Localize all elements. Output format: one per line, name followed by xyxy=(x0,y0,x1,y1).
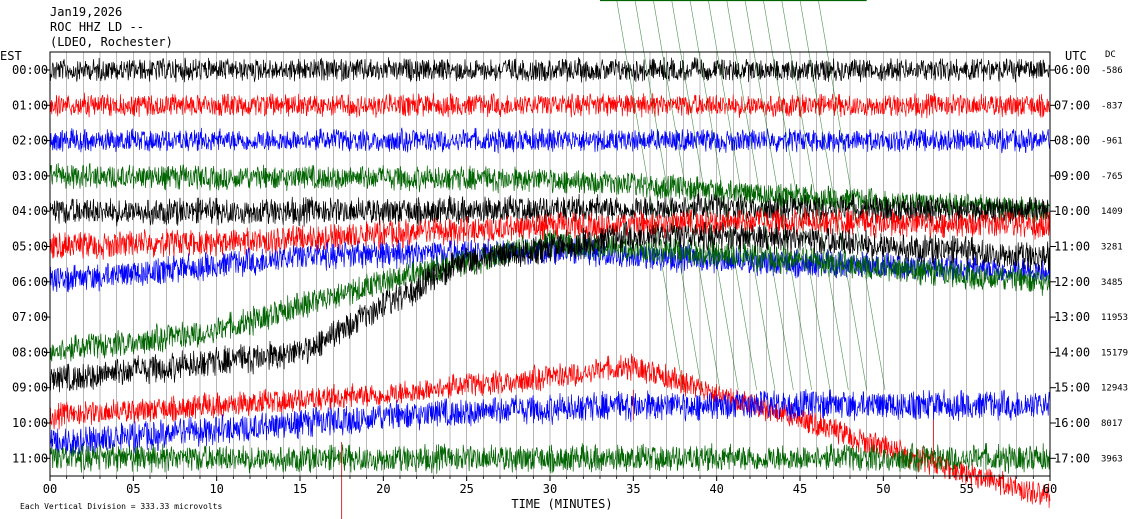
x-tick-label: 50 xyxy=(876,482,890,496)
utc-hour-label: 11:00 xyxy=(1054,240,1090,254)
seismic-traces xyxy=(49,0,1051,519)
est-hour-label: 04:00 xyxy=(12,204,48,218)
dc-offset-label: -765 xyxy=(1101,172,1123,182)
date-label: Jan19,2026 xyxy=(50,5,123,19)
utc-hour-label: 06:00 xyxy=(1054,63,1090,77)
x-tick-label: 20 xyxy=(376,482,390,496)
utc-hour-label: 15:00 xyxy=(1054,381,1090,395)
x-tick-label: 05 xyxy=(126,482,140,496)
utc-hour-label: 13:00 xyxy=(1054,310,1090,324)
utc-hour-label: 08:00 xyxy=(1054,134,1090,148)
utc-hour-label: 16:00 xyxy=(1054,416,1090,430)
x-tick-label: 25 xyxy=(459,482,473,496)
dc-offset-label: -961 xyxy=(1101,137,1123,147)
est-hour-label: 05:00 xyxy=(12,240,48,254)
trace-1100 xyxy=(49,442,1051,474)
dc-offset-label: 1409 xyxy=(1101,207,1123,217)
est-hour-label: 06:00 xyxy=(12,275,48,289)
utc-axis-title: UTC xyxy=(1065,49,1087,63)
x-axis-title: TIME (MINUTES) xyxy=(511,497,612,511)
est-axis-title: EST xyxy=(0,49,22,63)
est-hour-label: 07:00 xyxy=(12,310,48,324)
x-tick-label: 60 xyxy=(1043,482,1057,496)
labels: 00:00 06:00 -586 01:00 07:00 -837 02:00 08:00 -9… xyxy=(0,49,1128,511)
trace-0200 xyxy=(49,127,1051,154)
pen-return-diagonal xyxy=(708,0,776,391)
trace-1000 xyxy=(49,389,1051,458)
dc-axis-title: DC xyxy=(1105,50,1116,60)
x-tick-label: 40 xyxy=(709,482,723,496)
pen-return-diagonal xyxy=(763,0,831,391)
dc-offset-label: 3963 xyxy=(1101,454,1123,464)
dc-offset-label: 11953 xyxy=(1101,313,1128,323)
dc-offset-label: 8017 xyxy=(1101,419,1123,429)
x-tick-label: 30 xyxy=(543,482,557,496)
trace-0800 xyxy=(49,221,1051,393)
location-label: (LDEO, Rochester) xyxy=(50,35,173,49)
pen-return-diagonal xyxy=(634,0,702,391)
pen-return-diagonal xyxy=(799,0,867,391)
dc-offset-label: -837 xyxy=(1101,101,1123,111)
trace-0300 xyxy=(49,163,1051,224)
est-hour-label: 02:00 xyxy=(12,134,48,148)
dc-offset-label: 3485 xyxy=(1101,278,1123,288)
est-hour-label: 11:00 xyxy=(12,451,48,465)
est-hour-label: 01:00 xyxy=(12,98,48,112)
pen-return-diagonal xyxy=(744,0,812,391)
est-hour-label: 10:00 xyxy=(12,416,48,430)
pen-return-diagonal xyxy=(726,0,794,391)
dc-offset-label: 3281 xyxy=(1101,243,1123,253)
est-hour-label: 08:00 xyxy=(12,345,48,359)
pen-return-diagonal xyxy=(818,0,886,391)
trace-0100 xyxy=(49,92,1051,119)
pen-return-diagonal xyxy=(653,0,721,391)
pen-return-diagonal xyxy=(616,0,684,391)
footer-note: Each Vertical Division = 333.33 microvol… xyxy=(20,502,222,511)
trace-0000 xyxy=(49,57,1051,83)
utc-hour-label: 07:00 xyxy=(1054,98,1090,112)
x-tick-label: 10 xyxy=(209,482,223,496)
station-label: ROC HHZ LD -- xyxy=(50,20,144,34)
x-tick-label: 00 xyxy=(43,482,57,496)
pen-return-diagonal xyxy=(781,0,849,391)
x-tick-label: 55 xyxy=(959,482,973,496)
dc-offset-label: 15179 xyxy=(1101,348,1128,358)
dc-offset-label: 12943 xyxy=(1101,384,1128,394)
pen-return-diagonal xyxy=(689,0,757,391)
est-hour-label: 00:00 xyxy=(12,63,48,77)
utc-hour-label: 09:00 xyxy=(1054,169,1090,183)
x-tick-label: 15 xyxy=(293,482,307,496)
trace-0700 xyxy=(49,229,1051,362)
utc-hour-label: 14:00 xyxy=(1054,345,1090,359)
utc-hour-label: 10:00 xyxy=(1054,204,1090,218)
dc-offset-label: -586 xyxy=(1101,66,1123,76)
est-hour-label: 09:00 xyxy=(12,381,48,395)
est-hour-label: 03:00 xyxy=(12,169,48,183)
x-tick-label: 45 xyxy=(793,482,807,496)
trace-0500 xyxy=(49,207,1051,260)
pen-return-diagonal xyxy=(671,0,739,391)
utc-hour-label: 12:00 xyxy=(1054,275,1090,289)
trace-0900 xyxy=(49,353,1051,508)
x-tick-label: 35 xyxy=(626,482,640,496)
axes xyxy=(44,51,1056,481)
utc-hour-label: 17:00 xyxy=(1054,451,1090,465)
